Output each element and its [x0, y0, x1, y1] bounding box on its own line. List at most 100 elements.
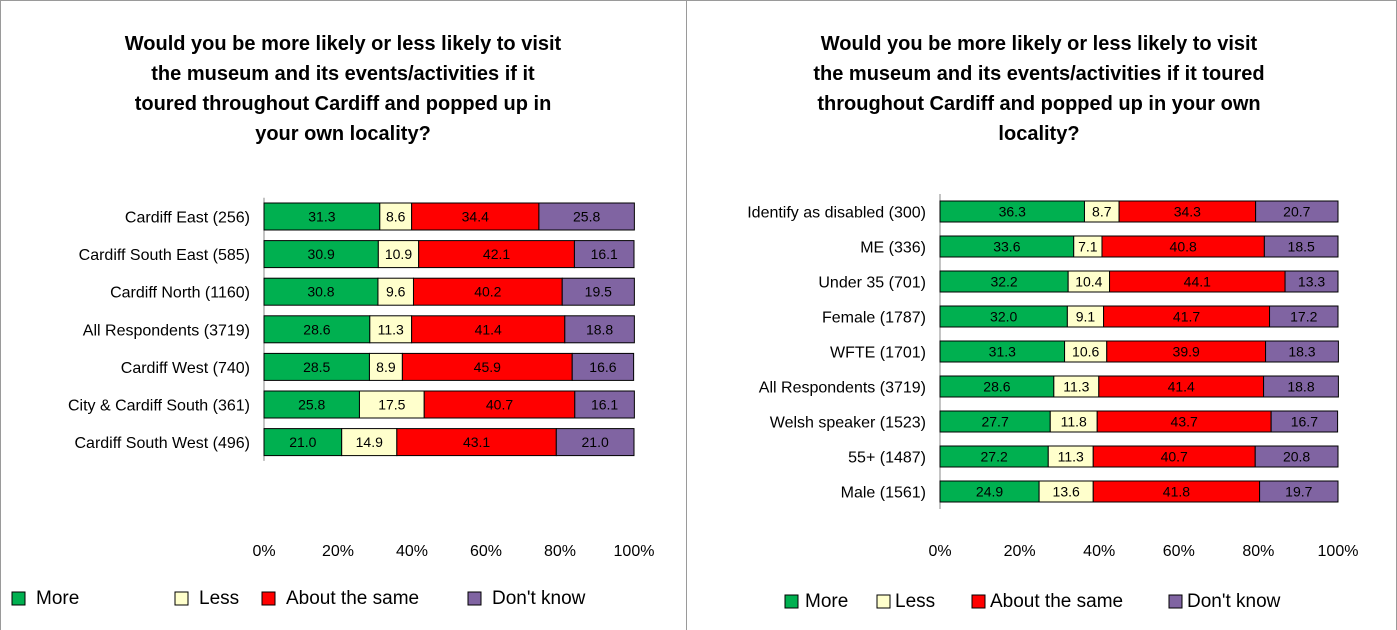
right-data-label: 10.6	[1072, 344, 1099, 360]
left-data-label: 30.9	[308, 246, 335, 262]
left-data-label: 14.9	[356, 434, 383, 450]
right-data-label: 20.8	[1283, 449, 1310, 465]
left-bar-more	[263, 390, 360, 419]
right-legend-swatch	[876, 594, 891, 609]
right-bar-don-t-know	[1259, 480, 1339, 503]
left-x-tick-label: 40%	[396, 543, 428, 560]
left-bar-don-t-know	[538, 202, 635, 231]
left-x-tick-label: 60%	[470, 543, 502, 560]
left-data-label: 40.7	[486, 397, 513, 413]
left-data-label: 21.0	[582, 434, 609, 450]
panel-border-top	[0, 0, 1397, 1]
right-data-label: 28.6	[983, 379, 1010, 395]
left-x-tick-label: 20%	[322, 543, 354, 560]
left-chart-title-line: the museum and its events/activities if …	[151, 63, 535, 85]
right-data-label: 20.7	[1283, 204, 1310, 220]
chart-right: Would you be more likely or less likely …	[747, 33, 1358, 612]
chart-left: Would you be more likely or less likely …	[11, 33, 655, 609]
right-data-label: 27.7	[981, 414, 1008, 430]
right-bar-don-t-know	[1263, 375, 1339, 398]
right-x-tick-label: 80%	[1242, 543, 1274, 560]
right-legend-swatch	[1168, 594, 1183, 609]
right-bar-don-t-know	[1254, 445, 1339, 468]
left-bar-about-the-same	[411, 315, 566, 344]
right-x-tick-label: 40%	[1083, 543, 1115, 560]
right-data-label: 18.5	[1288, 239, 1315, 255]
right-data-label: 11.8	[1061, 414, 1087, 430]
right-bar-don-t-know	[1269, 305, 1339, 328]
right-data-label: 16.7	[1291, 414, 1318, 430]
right-data-label: 32.0	[990, 309, 1017, 325]
right-bar-don-t-know	[1255, 200, 1339, 223]
right-bar-don-t-know	[1284, 270, 1339, 293]
left-bar-more	[263, 315, 371, 344]
right-data-label: 36.3	[999, 204, 1026, 220]
left-bar-about-the-same	[411, 202, 540, 231]
left-data-label: 25.8	[298, 397, 325, 413]
left-data-label: 16.1	[591, 397, 618, 413]
left-bar-about-the-same	[412, 277, 563, 306]
left-category-label: All Respondents (3719)	[83, 322, 250, 339]
left-bar-don-t-know	[573, 240, 635, 269]
left-data-label: 40.2	[474, 284, 501, 300]
left-legend-label: Less	[199, 588, 239, 609]
right-data-label: 27.2	[981, 449, 1008, 465]
left-data-label: 11.3	[378, 321, 404, 337]
left-category-label: City & Cardiff South (361)	[68, 398, 250, 415]
left-category-label: Cardiff West (740)	[121, 360, 250, 377]
right-data-label: 43.7	[1171, 414, 1198, 430]
right-category-label: Female (1787)	[822, 310, 926, 327]
left-bar-less	[377, 240, 420, 269]
left-bar-don-t-know	[564, 315, 635, 344]
left-chart-title-line: Would you be more likely or less likely …	[125, 33, 562, 55]
right-chart-title-line: the museum and its events/activities if …	[813, 63, 1264, 85]
right-legend-swatch	[971, 594, 986, 609]
right-legend-label: About the same	[990, 591, 1123, 612]
right-data-label: 18.8	[1287, 379, 1314, 395]
right-chart-title-line: Would you be more likely or less likely …	[821, 33, 1258, 55]
right-data-label: 11.3	[1063, 379, 1089, 395]
left-data-label: 19.5	[585, 284, 612, 300]
right-x-tick-label: 20%	[1004, 543, 1036, 560]
right-data-label: 41.4	[1168, 379, 1195, 395]
right-legend-label: Don't know	[1187, 591, 1281, 612]
left-data-label: 9.6	[386, 284, 406, 300]
right-data-label: 31.3	[989, 344, 1016, 360]
left-legend-label: More	[36, 588, 79, 609]
left-category-label: Cardiff East (256)	[125, 210, 250, 227]
right-data-label: 34.3	[1174, 204, 1201, 220]
right-data-label: 40.7	[1161, 449, 1188, 465]
left-data-label: 42.1	[483, 246, 510, 262]
left-data-label: 43.1	[463, 434, 490, 450]
right-category-label: Male (1561)	[841, 485, 926, 502]
left-data-label: 28.6	[303, 321, 330, 337]
right-data-label: 13.6	[1053, 484, 1080, 500]
panel-divider	[686, 0, 687, 630]
right-bar-don-t-know	[1270, 410, 1339, 433]
left-data-label: 21.0	[289, 434, 316, 450]
left-data-label: 16.1	[591, 246, 618, 262]
left-bar-less	[358, 390, 425, 419]
left-bar-don-t-know	[555, 428, 635, 457]
left-category-label: Cardiff South East (585)	[79, 247, 250, 264]
left-data-label: 17.5	[378, 397, 405, 413]
right-bar-don-t-know	[1265, 340, 1339, 363]
right-bar-don-t-know	[1263, 235, 1339, 258]
left-bar-about-the-same	[418, 240, 575, 269]
right-data-label: 9.1	[1076, 309, 1096, 325]
left-bar-don-t-know	[571, 352, 635, 381]
right-data-label: 18.3	[1288, 344, 1315, 360]
left-bar-about-the-same	[401, 352, 573, 381]
left-chart-title-line: your own locality?	[255, 123, 431, 145]
right-data-label: 19.7	[1285, 484, 1312, 500]
left-legend-swatch	[261, 591, 276, 606]
right-data-label: 41.7	[1173, 309, 1200, 325]
left-legend-label: About the same	[286, 588, 419, 609]
right-x-tick-label: 60%	[1163, 543, 1195, 560]
right-legend-swatch	[784, 594, 799, 609]
right-legend-label: Less	[895, 591, 935, 612]
left-data-label: 8.9	[376, 359, 396, 375]
right-data-label: 44.1	[1184, 274, 1211, 290]
left-bar-about-the-same	[396, 428, 557, 457]
left-x-tick-label: 100%	[614, 543, 655, 560]
